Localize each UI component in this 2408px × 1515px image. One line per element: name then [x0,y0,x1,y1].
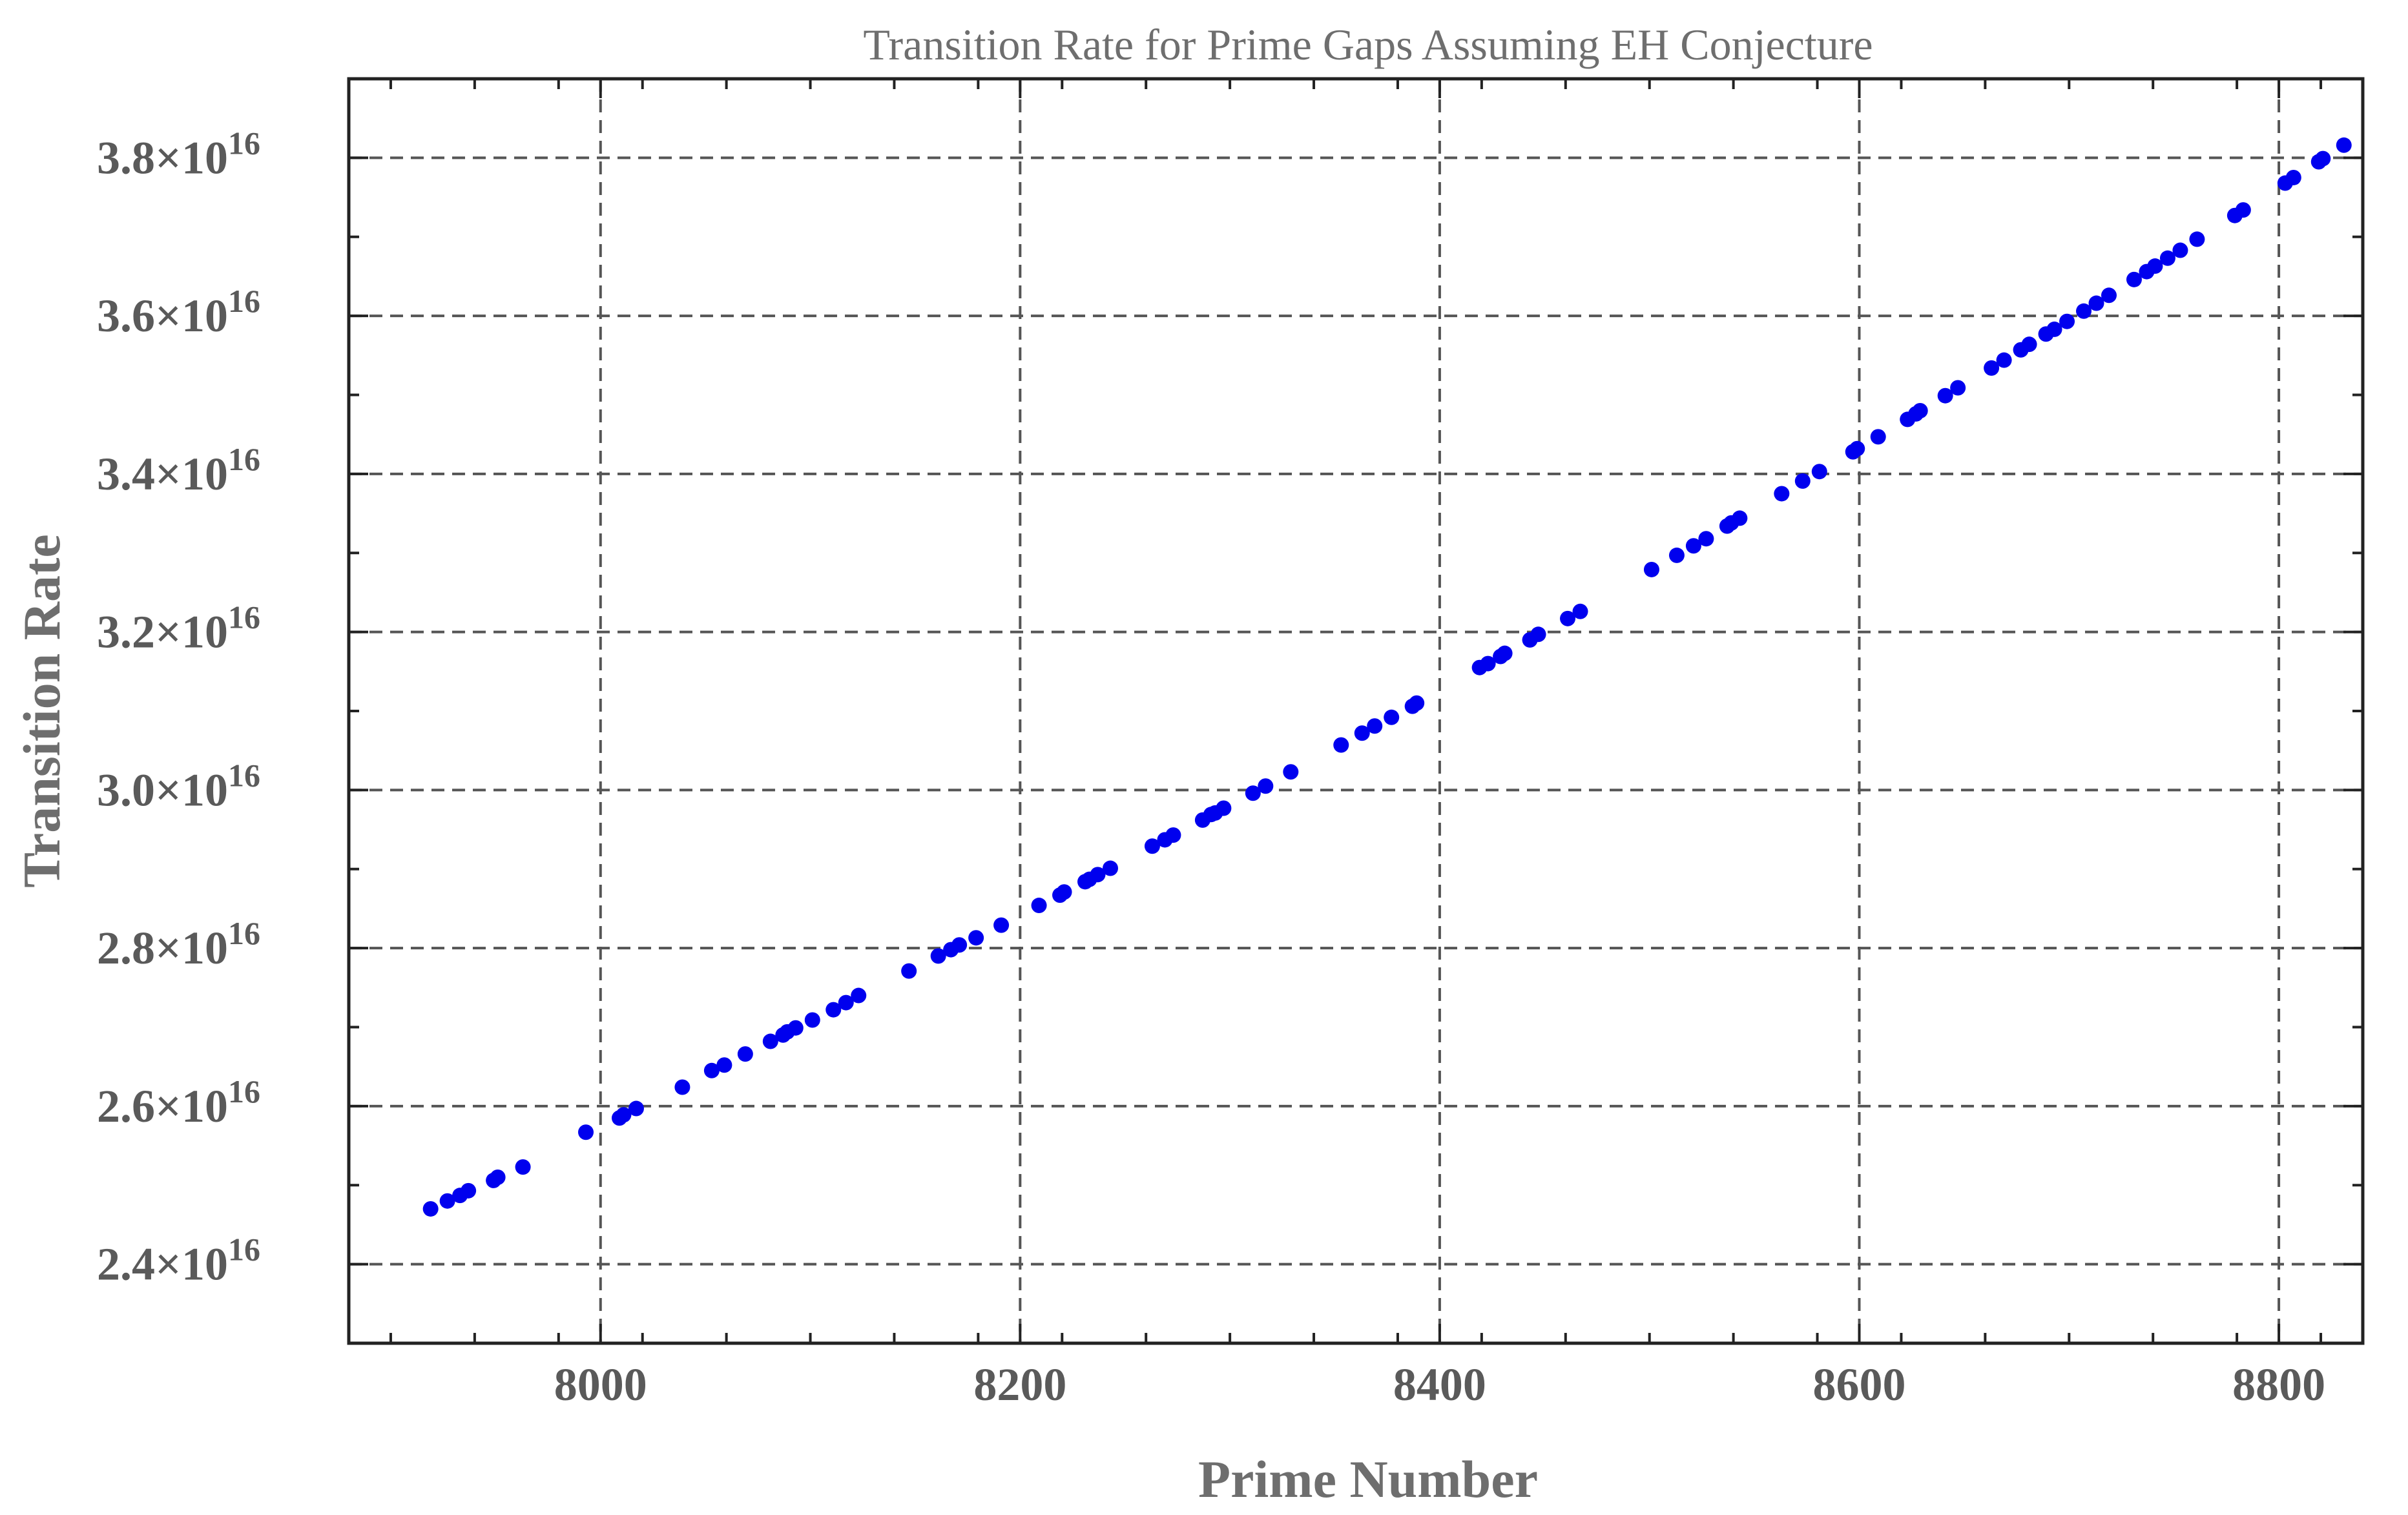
data-point [578,1124,594,1140]
data-point [1165,827,1181,843]
data-point [968,930,984,946]
data-point [1056,884,1072,900]
data-point [628,1100,644,1117]
data-point [1216,800,1232,816]
data-point [716,1057,732,1073]
data-point [2285,169,2301,185]
data-point [674,1079,690,1095]
data-point [490,1170,506,1186]
data-points [422,137,2352,1217]
data-point [951,937,968,953]
data-point [1144,838,1160,854]
data-point [1849,440,1865,457]
y-tick-label: 3.4×1016 [97,441,260,500]
y-tick-label: 3.8×1016 [97,125,260,183]
data-point [1409,695,1425,711]
x-axis-tick-labels: 8000 8200 8400 8600 8800 [554,1359,2325,1410]
data-point [2147,258,2163,274]
data-point [2021,336,2037,353]
data-point [901,963,917,979]
data-point [2159,250,2175,266]
y-axis-label: Transition Rate [12,534,71,887]
data-point [1685,538,1701,554]
chart-title: Transition Rate for Prime Gaps Assuming … [863,20,1873,69]
y-tick-label: 3.2×1016 [97,599,260,658]
data-point [2315,150,2331,167]
x-tick-label: 8000 [554,1359,647,1410]
data-point [993,917,1010,933]
data-point [703,1062,720,1078]
data-point [1643,561,1659,577]
plot-frame [347,77,2365,1345]
grid-lines [349,79,2363,1343]
data-point [930,948,946,964]
data-point [1668,547,1685,563]
data-point [787,1020,804,1036]
data-point [1698,531,1714,547]
data-point [2101,287,2117,304]
data-point [1774,486,1790,502]
data-point [1732,510,1748,526]
data-point [2088,295,2104,311]
data-point [1530,626,1546,643]
data-point [461,1182,477,1199]
data-point [1937,387,1953,404]
data-point [1354,725,1370,741]
data-point [2336,137,2352,153]
data-point [1367,718,1383,734]
data-point [1245,785,1261,801]
data-point [838,995,854,1011]
data-point [1984,360,2000,376]
y-tick-label: 2.6×1016 [97,1073,260,1132]
data-point [1560,610,1576,626]
data-point [1870,429,1886,445]
data-point [737,1046,753,1062]
data-point [2126,271,2142,287]
y-tick-label: 2.4×1016 [97,1232,260,1290]
data-point [1794,473,1811,489]
data-point [616,1107,632,1123]
data-point [2046,321,2062,337]
y-tick-label: 3.6×1016 [97,283,260,342]
data-point [422,1201,439,1217]
data-point [1811,464,1827,480]
y-axis-tick-labels: 2.4×1016 2.6×1016 2.8×1016 3.0×1016 3.2×1016… [97,125,260,1290]
x-tick-label: 8400 [1393,1359,1486,1410]
x-tick-label: 8600 [1813,1359,1906,1410]
data-point [1333,737,1349,753]
data-point [2076,303,2092,319]
data-point [2235,202,2251,218]
data-point [2189,231,2205,247]
data-point [1480,655,1496,672]
data-point [2172,242,2188,258]
data-point [825,1002,842,1018]
data-point [804,1012,820,1028]
data-point [2059,313,2075,329]
data-point [1497,645,1513,661]
data-point [851,987,867,1004]
data-point [1258,778,1274,794]
data-point [1031,898,1047,914]
data-point [1102,860,1118,876]
x-axis-label: Prime Number [1198,1450,1538,1509]
data-point [1950,380,1966,396]
data-point [1912,402,1928,418]
x-tick-label: 8800 [2232,1359,2325,1410]
data-point [1996,352,2012,368]
data-point [1384,709,1400,725]
data-point [1283,764,1299,780]
x-tick-label: 8200 [973,1359,1066,1410]
y-tick-label: 2.8×1016 [97,915,260,974]
data-point [1090,867,1106,883]
data-point [1572,603,1588,619]
data-point [762,1033,778,1049]
y-tick-label: 3.0×1016 [97,757,260,816]
data-point [515,1159,531,1175]
data-point [439,1193,455,1209]
